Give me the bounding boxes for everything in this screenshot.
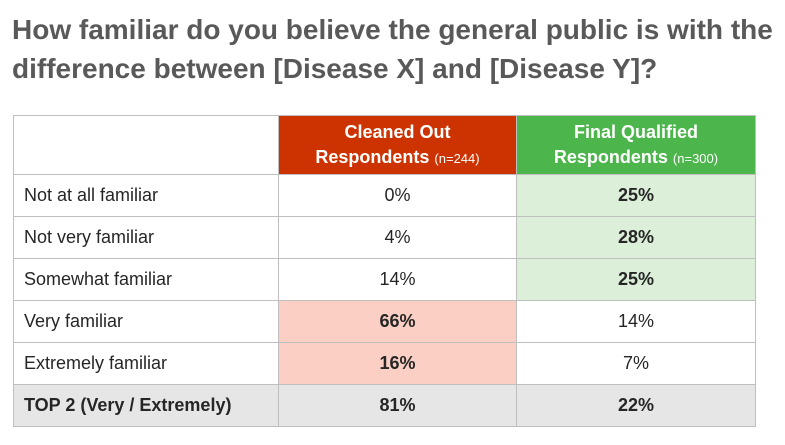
table-row: Not at all familiar 0% 25% [13,174,756,217]
cleaned-value: 0% [278,174,517,217]
familiarity-table: Cleaned Out Respondents (n=244) Final Qu… [13,115,756,427]
header-cleaned-out: Cleaned Out Respondents (n=244) [278,115,517,175]
row-label: Extremely familiar [13,342,279,385]
table-row: Somewhat familiar 14% 25% [13,258,756,301]
table-header-row: Cleaned Out Respondents (n=244) Final Qu… [13,115,756,175]
final-value: 25% [516,174,756,217]
header-cleaned-n: (n=244) [434,150,480,166]
final-value: 14% [516,300,756,343]
table-row: Not very familiar 4% 28% [13,216,756,259]
header-blank-cell [13,115,279,175]
header-cleaned-line1: Cleaned Out [344,121,451,142]
row-label: Very familiar [13,300,279,343]
cleaned-value: 4% [278,216,517,259]
final-value: 25% [516,258,756,301]
final-value: 7% [516,342,756,385]
header-final-line1: Final Qualified [573,121,698,142]
header-cleaned-line2: Respondents [315,146,430,167]
header-final-n: (n=300) [672,150,719,166]
table-row: Very familiar 66% 14% [13,300,756,343]
header-final-line2: Respondents [553,146,668,167]
header-final-qualified: Final Qualified Respondents (n=300) [516,115,756,175]
final-value: 28% [516,216,756,259]
cleaned-value: 16% [278,342,517,385]
total-row: TOP 2 (Very / Extremely) 81% 22% [13,384,756,427]
row-label: Not very familiar [13,216,279,259]
total-final-value: 22% [516,384,756,427]
cleaned-value: 66% [278,300,517,343]
total-label: TOP 2 (Very / Extremely) [13,384,279,427]
page-title: How familiar do you believe the general … [12,14,773,84]
row-label: Not at all familiar [13,174,279,217]
table-row: Extremely familiar 16% 7% [13,342,756,385]
row-label: Somewhat familiar [13,258,279,301]
total-cleaned-value: 81% [278,384,517,427]
cleaned-value: 14% [278,258,517,301]
